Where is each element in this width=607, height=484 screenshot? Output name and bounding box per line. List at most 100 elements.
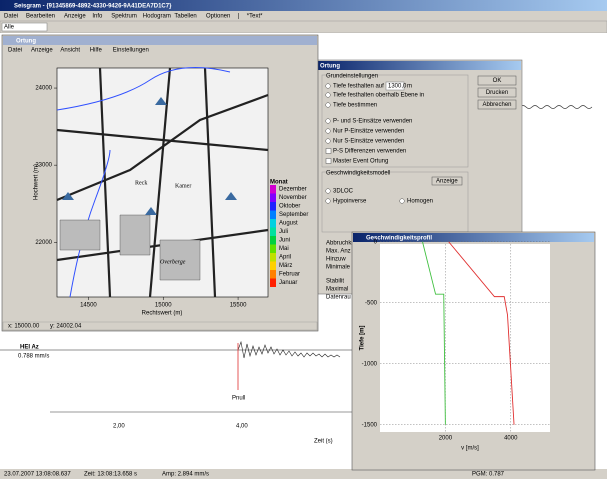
- checkbox[interactable]: [325, 158, 332, 164]
- legend-label: September: [279, 212, 308, 218]
- trace-top: [519, 105, 593, 109]
- place: Reck: [135, 180, 147, 186]
- legend-swatch: [270, 227, 276, 236]
- map-status: [2, 321, 318, 331]
- x-label: Rechtswert (m): [142, 311, 183, 317]
- button[interactable]: [477, 99, 517, 110]
- depth-value: 1300,0: [388, 84, 407, 90]
- legend-swatch: [270, 219, 276, 228]
- legend-label: März: [279, 263, 292, 269]
- map-title-bar: [3, 36, 317, 45]
- legend-label: Januar: [279, 280, 297, 286]
- field-label: Abbruchkr: [326, 241, 353, 247]
- field-label: Datenrau: [326, 295, 351, 301]
- checkbox[interactable]: [325, 148, 332, 154]
- menu-item[interactable]: |: [238, 14, 240, 20]
- option: Tiefe bestimmen: [333, 103, 377, 109]
- menu-item[interactable]: Anzeige: [64, 14, 86, 20]
- option: Homogen: [407, 199, 433, 205]
- legend-label: Juli: [279, 229, 288, 235]
- group-title: Geschwindigkeitsmodell: [326, 171, 390, 177]
- velocity-title: Geschwindigkeitsprofil: [366, 236, 432, 242]
- radio[interactable]: [325, 188, 331, 194]
- status-pgm: PGM: 0.787: [472, 472, 505, 478]
- legend-label: November: [279, 195, 307, 201]
- amplitude: 0.788 mm/s: [18, 354, 49, 360]
- option: P- und S-Einsätze verwenden: [333, 119, 412, 125]
- place: Kamer: [175, 183, 191, 189]
- radio[interactable]: [325, 128, 331, 134]
- menu-item[interactable]: Bearbeiten: [26, 14, 55, 20]
- y-tick-label: 23000: [35, 163, 52, 169]
- menu-item[interactable]: Spektrum: [111, 14, 137, 20]
- radio[interactable]: [325, 102, 331, 108]
- menu-item[interactable]: Info: [92, 14, 103, 20]
- legend-title: Monat: [270, 180, 288, 186]
- y-label: Hochwert (m): [34, 164, 40, 200]
- x-tick-label: 4000: [504, 436, 518, 442]
- menu-item[interactable]: *Text*: [247, 14, 263, 20]
- velocity-plot: [380, 244, 550, 432]
- radio[interactable]: [325, 118, 331, 124]
- combo[interactable]: [1, 22, 48, 32]
- map-title: Ortung: [16, 39, 36, 45]
- map-status-y: y: 24002.04: [50, 324, 82, 330]
- x-tick-label: 15500: [230, 303, 247, 309]
- legend-swatch: [270, 236, 276, 245]
- status-amp: Amp: 2.894 mm/s: [162, 472, 209, 478]
- pick-label: Pnull: [232, 396, 245, 402]
- legend-swatch: [270, 202, 276, 211]
- button[interactable]: [431, 176, 463, 186]
- y-tick-label: 0: [374, 239, 378, 245]
- title-bar: [0, 0, 607, 11]
- option: Master Event Ortung: [333, 159, 388, 165]
- menu-item[interactable]: Datei: [4, 14, 18, 20]
- menu-item[interactable]: Tabellen: [174, 14, 196, 20]
- time-tick: 4,00: [236, 424, 248, 430]
- radio[interactable]: [325, 138, 331, 144]
- velocity-line: [448, 241, 515, 425]
- group-box: [321, 74, 469, 168]
- app-title: Seisgram - {91345869-4892-4330-9426-9A41…: [14, 4, 172, 10]
- menu-item[interactable]: Hodogram: [143, 14, 171, 20]
- legend-label: Oktober: [279, 204, 300, 210]
- legend-label: Dezember: [279, 187, 307, 193]
- radio[interactable]: [325, 92, 331, 98]
- option: Tiefe festhalten oberhalb Ebene in: [333, 93, 424, 99]
- y-tick-label: -1000: [362, 361, 378, 367]
- radio[interactable]: [325, 83, 331, 89]
- seismogram-trace: [237, 340, 341, 359]
- button[interactable]: [477, 75, 517, 86]
- place: Overberge: [160, 259, 186, 265]
- menu-item[interactable]: Hilfe: [90, 48, 103, 54]
- x-tick-label: 15000: [155, 303, 172, 309]
- legend-swatch: [270, 253, 276, 262]
- button-text: Drucken: [486, 90, 508, 96]
- field-label: Hinzuw: [326, 257, 346, 263]
- x-tick-label: 2000: [439, 436, 453, 442]
- legend-label: Februar: [279, 272, 300, 278]
- button[interactable]: [477, 87, 517, 98]
- dialog-title: Ortung: [320, 64, 340, 70]
- menu-item[interactable]: Optionen: [206, 14, 230, 20]
- option: P-S Differenzen verwenden: [333, 149, 406, 155]
- legend-swatch: [270, 193, 276, 202]
- velocity-line: [422, 241, 446, 425]
- option: Hypoinverse: [333, 199, 367, 205]
- button-text: Abbrechen: [482, 102, 511, 108]
- legend-swatch: [270, 270, 276, 279]
- menu-item[interactable]: Anzeige: [31, 48, 53, 54]
- menu-item[interactable]: Einstellungen: [113, 48, 149, 54]
- menu-item[interactable]: Ansicht: [60, 48, 80, 54]
- option: Tiefe festhalten auf: [333, 84, 384, 90]
- radio[interactable]: [325, 198, 331, 204]
- y-tick-label: -1500: [362, 422, 378, 428]
- legend-label: August: [279, 221, 298, 227]
- legend-swatch: [270, 185, 276, 194]
- menu-item[interactable]: Datei: [8, 48, 22, 54]
- depth-input[interactable]: [385, 81, 405, 91]
- radio[interactable]: [399, 198, 405, 204]
- y-tick-label: 22000: [35, 240, 52, 246]
